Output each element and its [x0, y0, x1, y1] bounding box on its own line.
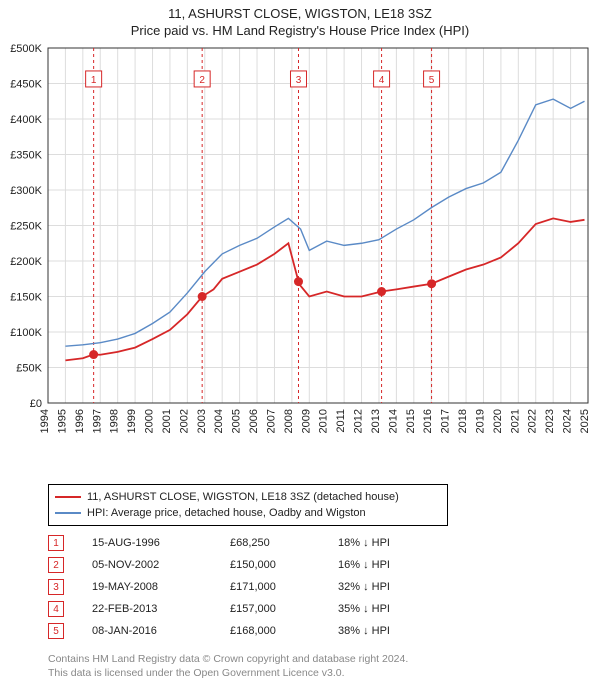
legend-swatch: [55, 512, 81, 514]
sale-row-date: 05-NOV-2002: [92, 559, 202, 571]
x-tick-label: 1998: [109, 409, 121, 433]
sale-row: 5 08-JAN-2016 £168,000 38% ↓ HPI: [48, 620, 600, 642]
legend-label: 11, ASHURST CLOSE, WIGSTON, LE18 3SZ (de…: [87, 491, 399, 503]
x-tick-label: 2010: [318, 409, 330, 433]
x-tick-label: 2001: [161, 409, 173, 433]
sale-row: 4 22-FEB-2013 £157,000 35% ↓ HPI: [48, 598, 600, 620]
x-tick-label: 2003: [196, 409, 208, 433]
x-tick-label: 1994: [39, 409, 51, 433]
sale-row-price: £150,000: [230, 559, 310, 571]
y-tick-label: £350K: [10, 150, 42, 162]
legend: 11, ASHURST CLOSE, WIGSTON, LE18 3SZ (de…: [48, 484, 448, 526]
sale-marker-number: 2: [199, 75, 205, 86]
sale-row-date: 22-FEB-2013: [92, 603, 202, 615]
chart-title-line2: Price paid vs. HM Land Registry's House …: [0, 23, 600, 38]
sale-marker-number: 4: [379, 75, 385, 86]
x-tick-label: 2020: [492, 409, 504, 433]
sale-row-diff: 38% ↓ HPI: [338, 625, 428, 637]
x-tick-label: 2014: [387, 409, 399, 433]
sale-row-marker: 3: [48, 579, 64, 595]
sale-row-diff: 18% ↓ HPI: [338, 537, 428, 549]
x-tick-label: 2012: [353, 409, 365, 433]
attribution-line2: This data is licensed under the Open Gov…: [48, 666, 600, 680]
x-tick-label: 1995: [56, 409, 68, 433]
sale-row-price: £171,000: [230, 581, 310, 593]
sale-row-marker: 4: [48, 601, 64, 617]
y-tick-label: £450K: [10, 79, 42, 91]
x-tick-label: 2008: [283, 409, 295, 433]
x-tick-label: 2004: [213, 409, 225, 433]
x-tick-label: 2013: [370, 409, 382, 433]
sale-row-price: £68,250: [230, 537, 310, 549]
x-tick-label: 2015: [405, 409, 417, 433]
x-tick-label: 2019: [474, 409, 486, 433]
attribution: Contains HM Land Registry data © Crown c…: [48, 652, 600, 680]
y-tick-label: £250K: [10, 221, 42, 233]
sale-marker-number: 1: [91, 75, 97, 86]
legend-item: HPI: Average price, detached house, Oadb…: [55, 505, 441, 521]
legend-label: HPI: Average price, detached house, Oadb…: [87, 507, 366, 519]
y-tick-label: £500K: [10, 43, 42, 55]
y-tick-label: £150K: [10, 292, 42, 304]
x-tick-label: 2023: [544, 409, 556, 433]
x-tick-label: 2018: [457, 409, 469, 433]
x-tick-label: 2021: [509, 409, 521, 433]
sale-row: 1 15-AUG-1996 £68,250 18% ↓ HPI: [48, 532, 600, 554]
x-tick-label: 2006: [248, 409, 260, 433]
chart-title-line1: 11, ASHURST CLOSE, WIGSTON, LE18 3SZ: [0, 6, 600, 21]
y-tick-label: £400K: [10, 114, 42, 126]
price-chart: £0 £50K £100K £150K £200K £250K £300K £350K £400…: [0, 38, 600, 478]
x-tick-label: 2017: [440, 409, 452, 433]
sale-row-marker: 5: [48, 623, 64, 639]
x-tick-label: 2000: [144, 409, 156, 433]
x-tick-label: 1997: [91, 409, 103, 433]
sale-row-date: 08-JAN-2016: [92, 625, 202, 637]
x-tick-label: 2011: [335, 409, 347, 433]
x-tick-label: 2002: [178, 409, 190, 433]
sales-table: 1 15-AUG-1996 £68,250 18% ↓ HPI 2 05-NOV-2002…: [48, 532, 600, 642]
x-tick-label: 2007: [265, 409, 277, 433]
x-tick-label: 2016: [422, 409, 434, 433]
y-tick-label: £0: [30, 398, 42, 410]
x-tick-label: 2009: [300, 409, 312, 433]
y-tick-label: £50K: [16, 363, 42, 375]
x-tick-label: 1999: [126, 409, 138, 433]
sale-row-date: 19-MAY-2008: [92, 581, 202, 593]
x-tick-label: 2025: [579, 409, 591, 433]
sale-row-diff: 32% ↓ HPI: [338, 581, 428, 593]
sale-row: 2 05-NOV-2002 £150,000 16% ↓ HPI: [48, 554, 600, 576]
sale-row: 3 19-MAY-2008 £171,000 32% ↓ HPI: [48, 576, 600, 598]
legend-item: 11, ASHURST CLOSE, WIGSTON, LE18 3SZ (de…: [55, 489, 441, 505]
sale-row-diff: 35% ↓ HPI: [338, 603, 428, 615]
attribution-line1: Contains HM Land Registry data © Crown c…: [48, 652, 600, 666]
y-tick-label: £300K: [10, 185, 42, 197]
sale-row-marker: 1: [48, 535, 64, 551]
sale-marker-number: 3: [296, 75, 302, 86]
x-tick-label: 2005: [231, 409, 243, 433]
sale-row-price: £168,000: [230, 625, 310, 637]
y-tick-label: £200K: [10, 256, 42, 268]
sale-marker-number: 5: [429, 75, 435, 86]
x-tick-label: 2024: [562, 409, 574, 433]
sale-row-diff: 16% ↓ HPI: [338, 559, 428, 571]
y-tick-label: £100K: [10, 327, 42, 339]
legend-swatch: [55, 496, 81, 498]
x-tick-label: 2022: [527, 409, 539, 433]
sale-row-date: 15-AUG-1996: [92, 537, 202, 549]
x-tick-label: 1996: [74, 409, 86, 433]
sale-row-marker: 2: [48, 557, 64, 573]
sale-row-price: £157,000: [230, 603, 310, 615]
